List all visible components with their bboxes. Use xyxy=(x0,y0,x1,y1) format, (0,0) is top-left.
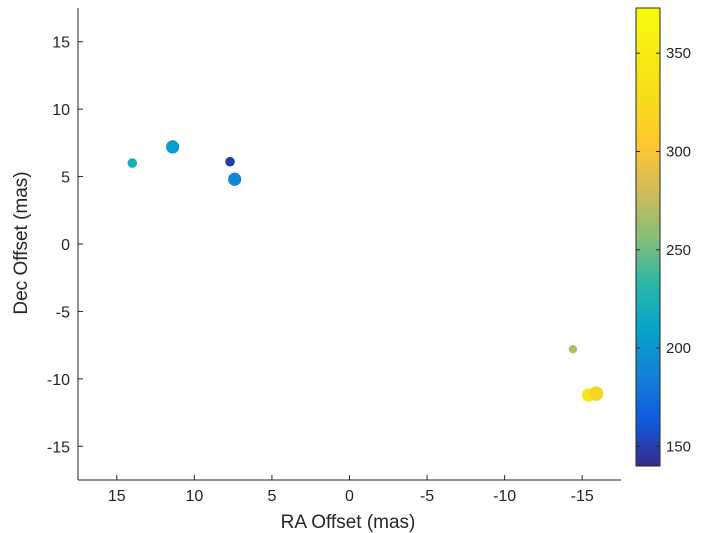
x-tick-label: 5 xyxy=(267,488,276,505)
y-axis-label: Dec Offset (mas) xyxy=(11,171,32,314)
colorbar-tick-label: 350 xyxy=(666,45,691,62)
colorbar-tick-label: 300 xyxy=(666,143,691,160)
data-points xyxy=(127,140,604,402)
x-tick-label: -10 xyxy=(493,488,516,505)
y-tick-label: 0 xyxy=(61,237,70,254)
x-tick-label: 10 xyxy=(185,488,203,505)
y-axis: 15 10 5 0 -5 -10 -15 xyxy=(47,35,83,456)
data-point xyxy=(166,140,180,154)
y-tick-label: -5 xyxy=(56,304,70,321)
colorbar: 150 200 250 300 350 xyxy=(635,7,691,467)
plot-area xyxy=(77,8,621,481)
data-point xyxy=(127,158,138,168)
data-point xyxy=(568,344,578,354)
data-point xyxy=(228,172,242,186)
colorbar-tick-label: 250 xyxy=(666,242,691,259)
x-axis-label: RA Offset (mas) xyxy=(281,512,416,533)
y-tick-label: 15 xyxy=(52,35,70,52)
colorbar-ticks: 150 200 250 300 350 xyxy=(636,45,691,455)
colorbar-tick-label: 150 xyxy=(666,438,691,455)
y-tick-label: -15 xyxy=(47,439,70,456)
y-tick-label: -10 xyxy=(47,372,70,389)
x-tick-label: -5 xyxy=(420,488,434,505)
data-point xyxy=(588,386,604,401)
data-point xyxy=(225,156,235,167)
y-tick-label: 5 xyxy=(61,170,70,187)
x-tick-label: 0 xyxy=(345,488,354,505)
colorbar-gradient xyxy=(635,7,661,467)
x-tick-label: -15 xyxy=(571,488,594,505)
x-tick-label: 15 xyxy=(108,488,126,505)
x-axis: 15 10 5 0 -5 -10 -15 xyxy=(108,475,594,505)
y-tick-label: 10 xyxy=(52,102,70,119)
colorbar-tick-label: 200 xyxy=(666,340,691,357)
